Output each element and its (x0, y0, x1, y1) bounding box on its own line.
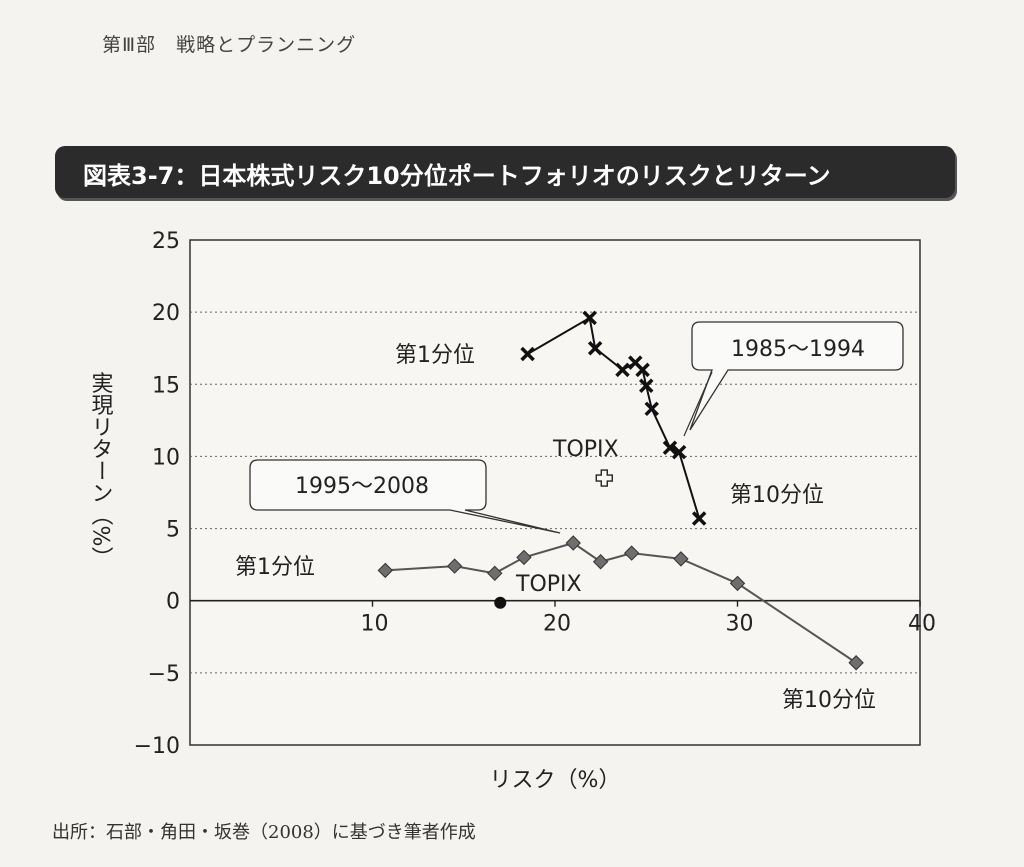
data-point-diamond (592, 554, 609, 570)
figure-title: 図表3-7：日本株式リスク10分位ポートフォリオのリスクとリターン (83, 162, 831, 190)
data-point-x-marker (635, 362, 650, 378)
series-line-1 (385, 541, 857, 664)
data-point-diamond (446, 558, 463, 574)
marker-stroke (587, 340, 603, 356)
y-tick-label: 15 (152, 373, 180, 398)
marker-stroke (520, 346, 535, 362)
marker-stroke (615, 362, 630, 378)
marker-stroke (671, 444, 687, 460)
data-point-x-marker (520, 346, 535, 362)
data-point-x-marker (639, 378, 654, 393)
marker-stroke (628, 355, 643, 370)
x-tick-label: 10 (361, 612, 389, 637)
data-point-x-marker (615, 362, 630, 378)
data-point-diamond (487, 565, 503, 582)
data-point-diamond (516, 549, 532, 566)
label-first-decile-lower: 第1分位 (235, 555, 315, 580)
y-tick-label: 0 (166, 590, 180, 615)
marker-stroke (582, 310, 597, 326)
figure-title-bar: 図表3-7：日本株式リスク10分位ポートフォリオのリスクとリターン (55, 146, 955, 198)
data-point-x-marker (671, 444, 687, 460)
y-axis-title: 実現リターン（%） (88, 372, 114, 569)
x-tick-label: 40 (908, 612, 936, 637)
marker-stroke (644, 401, 659, 417)
callout-1995-2008-text: 1995〜2008 (295, 474, 429, 499)
data-point-x-marker (691, 511, 707, 526)
label-tenth-decile-lower: 第10分位 (782, 688, 876, 713)
marker-stroke (639, 378, 654, 393)
y-tick-label: −10 (134, 734, 180, 759)
data-point-x-marker (662, 440, 678, 456)
y-tick-label: 25 (152, 229, 180, 254)
data-point-x-marker (587, 340, 603, 356)
source-note: 出所：石部・角田・坂巻（2008）に基づき筆者作成 (52, 822, 476, 843)
y-tick-label: 5 (166, 518, 180, 543)
label-topix-upper: TOPIX (552, 437, 619, 462)
data-point-x-marker (582, 310, 597, 326)
data-point-diamond (673, 551, 689, 567)
topix-dot-marker (494, 596, 507, 609)
x-axis-title: リスク（%） (490, 768, 621, 793)
data-point-diamond (565, 535, 581, 551)
y-tick-label: 10 (152, 445, 180, 470)
label-first-decile-upper: 第1分位 (395, 343, 475, 368)
marker-stroke (662, 440, 678, 456)
marker-stroke (691, 511, 707, 526)
page-header: 第Ⅲ部 戦略とプランニング (102, 34, 357, 56)
x-tick-label: 20 (543, 612, 571, 637)
data-point-diamond (377, 562, 393, 579)
label-topix-lower: TOPIX (515, 572, 582, 597)
callout-1995-2008-box (249, 459, 561, 534)
data-point-diamond (729, 575, 746, 592)
callout-1985-1994-pointer (683, 371, 713, 437)
data-point-diamond (848, 655, 864, 671)
data-point-diamond (623, 545, 640, 561)
y-tick-label: 20 (152, 301, 180, 326)
data-point-x-marker (644, 401, 659, 417)
callout-1985-1994-box (689, 321, 904, 431)
callout-1985-1994-text: 1985〜1994 (731, 337, 865, 362)
y-tick-label: −5 (148, 662, 180, 687)
topix-plus-marker (595, 469, 613, 487)
x-tick-label: 30 (726, 612, 754, 637)
marker-stroke (635, 362, 650, 378)
label-tenth-decile-upper: 第10分位 (730, 483, 824, 508)
